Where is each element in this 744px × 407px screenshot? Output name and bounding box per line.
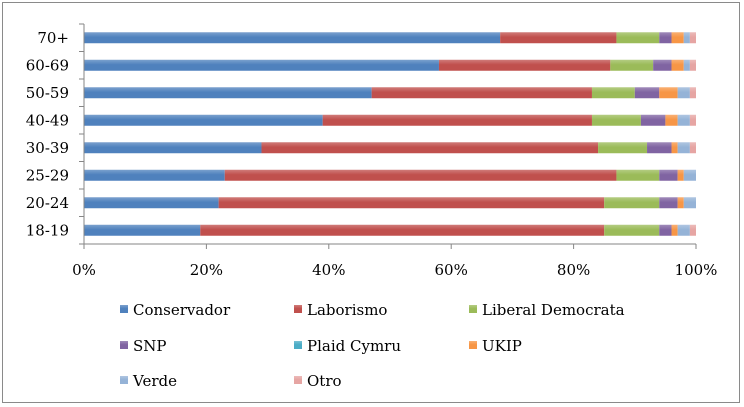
bar-18-19-verde bbox=[677, 224, 690, 236]
bar-70+-snp bbox=[659, 32, 672, 44]
bar-60-69-snp bbox=[653, 59, 672, 71]
bar-60-69-ukip bbox=[671, 59, 684, 71]
y-tick-label: 40-49 bbox=[26, 111, 69, 129]
bar-30-39-liberal-democrata bbox=[598, 142, 648, 154]
bar-60-69-liberal-democrata bbox=[610, 59, 654, 71]
bar-40-49-laborismo bbox=[322, 114, 592, 126]
bar-25-29-liberal-democrata bbox=[616, 169, 660, 181]
bar-40-49-verde bbox=[677, 114, 690, 126]
bar-60-69-conservador bbox=[84, 59, 439, 71]
legend-swatch bbox=[469, 305, 477, 313]
bar-50-59-liberal-democrata bbox=[591, 87, 635, 99]
bar-30-39-conservador bbox=[84, 142, 262, 154]
bar-50-59-snp bbox=[634, 87, 660, 99]
legend-label: Verde bbox=[132, 372, 177, 390]
legend-label: Liberal Democrata bbox=[482, 301, 625, 319]
x-tick-label: 80% bbox=[557, 261, 590, 279]
axes-group: 18-19 20-24 25-29 30-39 40-49 50-59 60-69 70+ 0%… bbox=[26, 23, 718, 279]
chart-container: 18-19 20-24 25-29 30-39 40-49 50-59 60-69 70+ 0%… bbox=[2, 2, 740, 403]
x-tick-label: 60% bbox=[435, 261, 468, 279]
x-tick-label: 100% bbox=[675, 261, 718, 279]
y-tick-label: 50-59 bbox=[26, 84, 69, 102]
bar-60-69-laborismo bbox=[438, 59, 611, 71]
bar-25-29-ukip bbox=[677, 169, 684, 181]
legend-item-ukip: UKIP bbox=[469, 337, 522, 355]
legend-label: Otro bbox=[307, 372, 342, 390]
bar-18-19-conservador bbox=[84, 224, 201, 236]
bar-60-69-verde bbox=[683, 59, 690, 71]
bars-group bbox=[84, 32, 696, 236]
y-tick-label: 20-24 bbox=[26, 194, 69, 212]
bar-70+-ukip bbox=[671, 32, 684, 44]
bar-70+-verde bbox=[683, 32, 690, 44]
y-tick-label: 70+ bbox=[37, 29, 69, 47]
legend-swatch bbox=[120, 305, 128, 313]
legend-label: Laborismo bbox=[307, 301, 387, 319]
bar-50-59-conservador bbox=[84, 87, 372, 99]
bar-40-49-otro bbox=[689, 114, 696, 126]
bar-20-24-conservador bbox=[84, 197, 219, 209]
legend-label: SNP bbox=[133, 337, 167, 355]
legend-label: Plaid Cymru bbox=[307, 337, 401, 355]
legend: Conservador Laborismo Liberal Democrata SNP… bbox=[120, 301, 625, 390]
legend-label: Conservador bbox=[133, 301, 231, 319]
bar-50-59-ukip bbox=[659, 87, 678, 99]
bar-30-39-snp bbox=[647, 142, 672, 154]
bar-40-49-ukip bbox=[665, 114, 678, 126]
bar-30-39-laborismo bbox=[261, 142, 599, 154]
bar-50-59-verde bbox=[677, 87, 690, 99]
x-tick-label: 0% bbox=[72, 261, 96, 279]
bar-40-49-snp bbox=[640, 114, 666, 126]
bar-25-29-laborismo bbox=[224, 169, 617, 181]
x-tick-label: 20% bbox=[190, 261, 223, 279]
legend-item-laborismo: Laborismo bbox=[294, 301, 387, 319]
bar-70+-liberal-democrata bbox=[616, 32, 660, 44]
y-tick-label: 18-19 bbox=[26, 221, 69, 239]
bar-18-19-liberal-democrata bbox=[604, 224, 660, 236]
legend-item-otro: Otro bbox=[294, 372, 342, 390]
x-tick-label: 40% bbox=[312, 261, 345, 279]
legend-swatch bbox=[294, 341, 302, 349]
legend-item-verde: Verde bbox=[120, 372, 177, 390]
bar-25-29-snp bbox=[659, 169, 678, 181]
bar-60-69-otro bbox=[689, 59, 696, 71]
bar-30-39-verde bbox=[677, 142, 690, 154]
legend-item-conservador: Conservador bbox=[120, 301, 231, 319]
bar-25-29-verde bbox=[683, 169, 696, 181]
legend-swatch bbox=[120, 341, 128, 349]
bar-20-24-ukip bbox=[677, 197, 684, 209]
bar-18-19-snp bbox=[659, 224, 672, 236]
bar-20-24-verde bbox=[683, 197, 696, 209]
bar-18-19-otro bbox=[689, 224, 696, 236]
bar-70+-otro bbox=[689, 32, 696, 44]
bar-40-49-conservador bbox=[84, 114, 323, 126]
bar-30-39-ukip bbox=[671, 142, 678, 154]
legend-swatch bbox=[469, 341, 477, 349]
legend-item-liberal-democrata: Liberal Democrata bbox=[469, 301, 625, 319]
bar-50-59-laborismo bbox=[371, 87, 592, 99]
bar-20-24-liberal-democrata bbox=[604, 197, 660, 209]
bar-25-29-conservador bbox=[84, 169, 225, 181]
legend-item-snp: SNP bbox=[120, 337, 167, 355]
legend-swatch bbox=[294, 305, 302, 313]
y-tick-label: 60-69 bbox=[26, 56, 69, 74]
bar-20-24-laborismo bbox=[218, 197, 605, 209]
legend-swatch bbox=[120, 376, 128, 384]
bar-30-39-otro bbox=[689, 142, 696, 154]
bar-70+-conservador bbox=[84, 32, 501, 44]
legend-swatch bbox=[294, 376, 302, 384]
bar-18-19-ukip bbox=[671, 224, 678, 236]
bar-70+-laborismo bbox=[500, 32, 617, 44]
stacked-bar-chart: 18-19 20-24 25-29 30-39 40-49 50-59 60-69 70+ 0%… bbox=[26, 23, 718, 390]
y-tick-label: 25-29 bbox=[26, 166, 69, 184]
bar-18-19-laborismo bbox=[200, 224, 605, 236]
legend-item-plaid-cymru: Plaid Cymru bbox=[294, 337, 401, 355]
bar-50-59-otro bbox=[689, 87, 696, 99]
legend-label: UKIP bbox=[482, 337, 522, 355]
y-tick-label: 30-39 bbox=[26, 139, 69, 157]
bar-20-24-snp bbox=[659, 197, 678, 209]
bar-40-49-liberal-democrata bbox=[591, 114, 641, 126]
